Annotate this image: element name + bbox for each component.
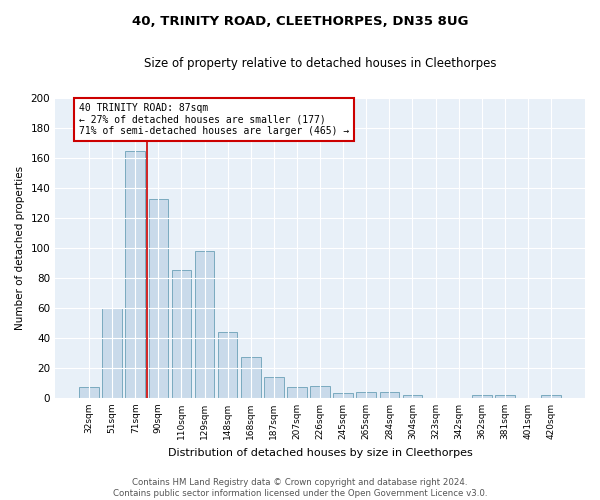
- X-axis label: Distribution of detached houses by size in Cleethorpes: Distribution of detached houses by size …: [168, 448, 472, 458]
- Bar: [149, 198, 168, 398]
- Bar: [218, 332, 238, 398]
- Bar: [403, 395, 422, 398]
- Bar: [172, 270, 191, 398]
- Bar: [195, 251, 214, 398]
- Bar: [495, 395, 515, 398]
- Bar: [310, 386, 330, 398]
- Bar: [472, 395, 491, 398]
- Text: 40 TRINITY ROAD: 87sqm
← 27% of detached houses are smaller (177)
71% of semi-de: 40 TRINITY ROAD: 87sqm ← 27% of detached…: [79, 102, 349, 136]
- Bar: [79, 388, 99, 398]
- Bar: [264, 377, 284, 398]
- Bar: [103, 308, 122, 398]
- Bar: [241, 358, 260, 398]
- Text: Contains HM Land Registry data © Crown copyright and database right 2024.
Contai: Contains HM Land Registry data © Crown c…: [113, 478, 487, 498]
- Bar: [334, 394, 353, 398]
- Title: Size of property relative to detached houses in Cleethorpes: Size of property relative to detached ho…: [144, 58, 496, 70]
- Bar: [541, 395, 561, 398]
- Bar: [356, 392, 376, 398]
- Y-axis label: Number of detached properties: Number of detached properties: [15, 166, 25, 330]
- Bar: [125, 150, 145, 398]
- Text: 40, TRINITY ROAD, CLEETHORPES, DN35 8UG: 40, TRINITY ROAD, CLEETHORPES, DN35 8UG: [132, 15, 468, 28]
- Bar: [380, 392, 399, 398]
- Bar: [287, 388, 307, 398]
